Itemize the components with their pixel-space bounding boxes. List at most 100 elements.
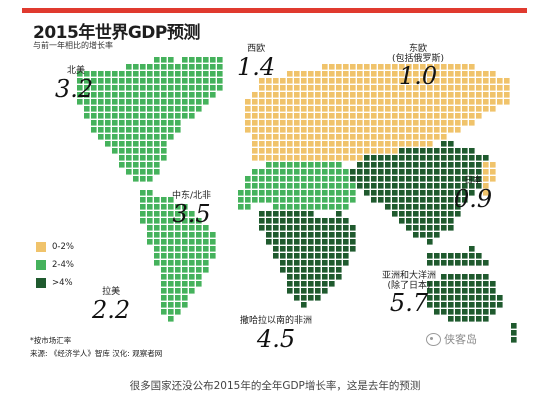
map-dot <box>413 197 419 203</box>
map-dot <box>84 71 90 77</box>
map-dot <box>189 106 195 112</box>
map-dot <box>329 183 335 189</box>
map-dot <box>336 211 342 217</box>
map-dot <box>119 141 125 147</box>
map-dot <box>385 106 391 112</box>
map-dot <box>378 78 384 84</box>
map-dot <box>308 106 314 112</box>
map-dot <box>399 148 405 154</box>
map-dot <box>483 176 489 182</box>
map-dot <box>469 309 475 315</box>
map-dot <box>413 155 419 161</box>
map-dot <box>273 232 279 238</box>
map-dot <box>259 127 265 133</box>
map-dot <box>357 78 363 84</box>
map-dot <box>336 148 342 154</box>
map-dot <box>322 64 328 70</box>
map-dot <box>315 253 321 259</box>
map-dot <box>378 141 384 147</box>
map-dot <box>504 92 510 98</box>
map-dot <box>140 197 146 203</box>
map-dot <box>294 85 300 91</box>
map-dot <box>420 148 426 154</box>
map-dot <box>91 78 97 84</box>
map-dot <box>252 183 258 189</box>
map-dot <box>455 92 461 98</box>
map-dot <box>420 71 426 77</box>
map-dot <box>84 106 90 112</box>
map-dot <box>322 134 328 140</box>
map-dot <box>392 134 398 140</box>
map-dot <box>357 71 363 77</box>
map-dot <box>371 176 377 182</box>
map-dot <box>392 85 398 91</box>
map-dot <box>168 197 174 203</box>
map-dot <box>259 92 265 98</box>
map-dot <box>154 141 160 147</box>
map-dot <box>329 99 335 105</box>
map-dot <box>147 232 153 238</box>
map-dot <box>343 239 349 245</box>
map-dot <box>294 120 300 126</box>
map-dot <box>378 134 384 140</box>
map-dot <box>329 246 335 252</box>
map-dot <box>175 204 181 210</box>
map-dot <box>301 225 307 231</box>
map-dot <box>154 204 160 210</box>
map-dot <box>455 71 461 77</box>
map-dot <box>441 288 447 294</box>
map-dot <box>413 232 419 238</box>
map-dot <box>455 295 461 301</box>
map-dot <box>399 134 405 140</box>
map-dot <box>385 120 391 126</box>
map-dot <box>434 127 440 133</box>
map-dot <box>112 71 118 77</box>
map-dot <box>315 162 321 168</box>
map-dot <box>490 162 496 168</box>
map-dot <box>448 218 454 224</box>
map-dot <box>455 64 461 70</box>
map-dot <box>273 246 279 252</box>
map-dot <box>182 260 188 266</box>
map-dot <box>455 260 461 266</box>
map-dot <box>91 120 97 126</box>
region-japan: 日本 0.9 <box>454 176 492 212</box>
map-dot <box>287 155 293 161</box>
map-dot <box>119 113 125 119</box>
map-dot <box>315 274 321 280</box>
map-dot <box>441 218 447 224</box>
map-dot <box>343 64 349 70</box>
map-dot <box>119 71 125 77</box>
map-dot <box>434 204 440 210</box>
map-dot <box>112 120 118 126</box>
map-dot <box>392 183 398 189</box>
map-dot <box>406 127 412 133</box>
map-dot <box>385 162 391 168</box>
map-dot <box>301 85 307 91</box>
map-dot <box>252 169 258 175</box>
map-dot <box>112 78 118 84</box>
map-dot <box>126 106 132 112</box>
map-dot <box>154 162 160 168</box>
map-dot <box>161 148 167 154</box>
map-dot <box>182 85 188 91</box>
map-dot <box>399 78 405 84</box>
map-dot <box>427 78 433 84</box>
map-dot <box>315 113 321 119</box>
map-dot <box>336 246 342 252</box>
map-dot <box>133 71 139 77</box>
map-dot <box>427 141 433 147</box>
map-dot <box>308 155 314 161</box>
map-dot <box>161 85 167 91</box>
map-dot <box>210 85 216 91</box>
legend-item-mid: 2-4% <box>36 257 74 272</box>
map-dot <box>350 197 356 203</box>
map-dot <box>245 127 251 133</box>
map-dot <box>364 78 370 84</box>
map-dot <box>182 211 188 217</box>
map-dot <box>175 92 181 98</box>
map-dot <box>329 155 335 161</box>
map-dot <box>175 64 181 70</box>
map-dot <box>196 218 202 224</box>
map-dot <box>315 78 321 84</box>
